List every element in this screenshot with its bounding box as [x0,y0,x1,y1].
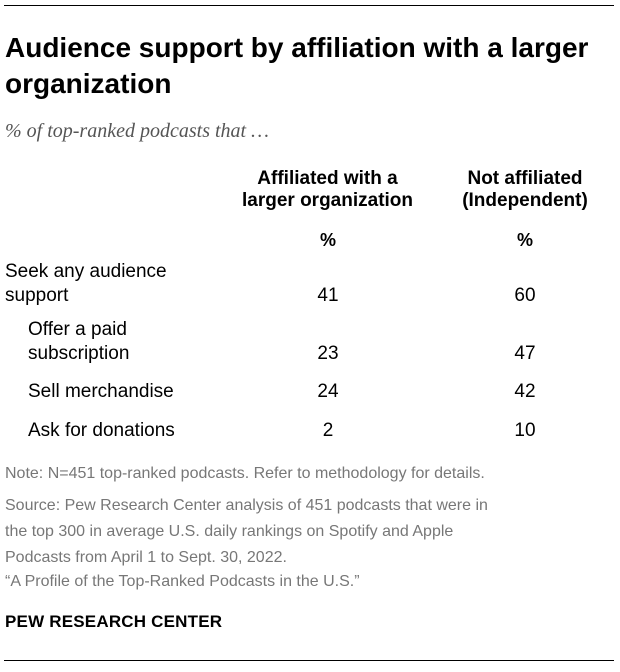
row-label-ask-donations: Ask for donations [28,420,175,441]
row-label-sell-merchandise: Sell merchandise [28,381,174,402]
column-header-affiliated-line1: Affiliated with a [257,168,398,189]
value-merchandise-independent: 42 [514,381,536,402]
row-label-paid-subscription: Offer a paid subscription [28,318,129,366]
column-header-independent: Not affiliated (Independent) [430,168,620,212]
value-donations-independent: 10 [514,420,536,441]
row-label-line2: subscription [28,343,130,364]
unit-label-affiliated: % [319,230,336,250]
value-seek-support-independent: 60 [514,285,536,306]
top-rule [4,5,614,6]
chart-title: Audience support by affiliation with a l… [5,32,589,99]
bottom-rule [4,660,614,661]
source-line-2: the top 300 in average U.S. daily rankin… [5,523,454,540]
source-line-3: Podcasts from April 1 to Sept. 30, 2022. [5,549,287,566]
value-subscription-affiliated: 23 [317,343,339,364]
pew-research-center-logo: PEW RESEARCH CENTER [5,612,223,631]
row-label-line1: Seek any audience [5,261,167,282]
chart-subtitle: % of top-ranked podcasts that … [5,120,269,142]
unit-label-independent: % [516,230,533,250]
value-seek-support-affiliated: 41 [317,285,339,306]
column-header-affiliated-line2: larger organization [241,190,414,211]
note-text: Note: N=451 top-ranked podcasts. Refer t… [5,465,485,482]
value-subscription-independent: 47 [514,343,536,364]
row-label-line1: Offer a paid [28,319,127,340]
row-label-seek-audience-support: Seek any audience support [5,260,167,308]
value-donations-affiliated: 2 [322,420,334,441]
column-header-affiliated: Affiliated with a larger organization [225,168,430,212]
source-line-1: Source: Pew Research Center analysis of … [5,497,488,514]
value-merchandise-affiliated: 24 [317,381,339,402]
column-header-independent-line1: Not affiliated [467,168,583,189]
report-title: “A Profile of the Top-Ranked Podcasts in… [5,573,360,590]
column-header-independent-line2: (Independent) [462,190,588,211]
row-label-line2: support [5,285,69,306]
